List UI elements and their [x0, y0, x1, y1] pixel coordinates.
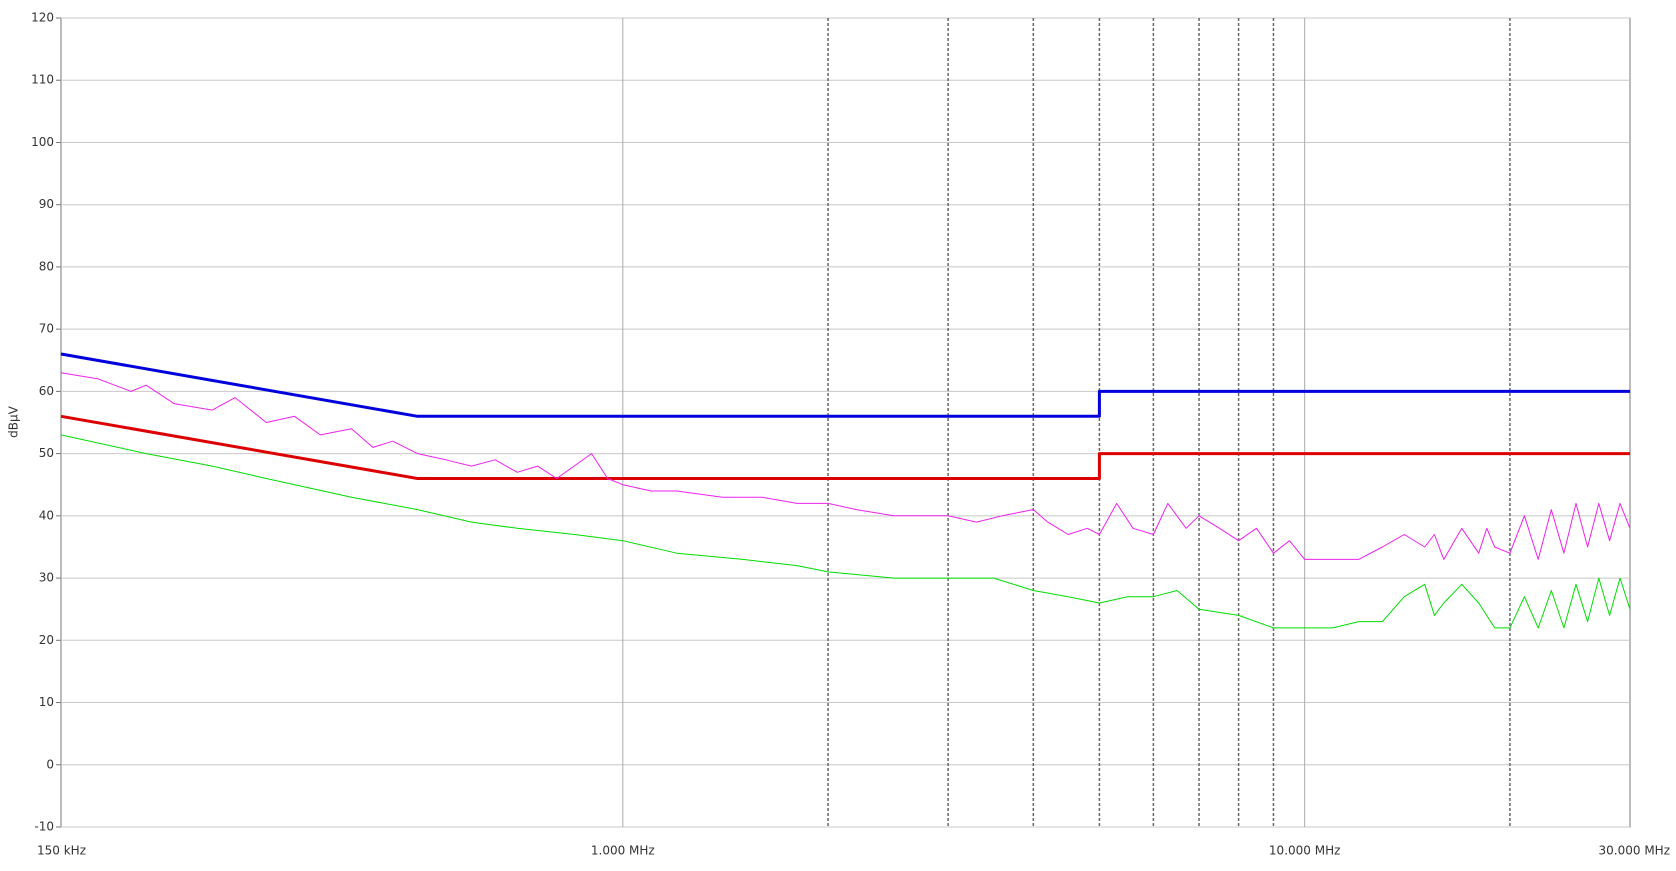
y-tick-label: 20 — [39, 633, 54, 647]
x-tick-label: 10.000 MHz — [1269, 844, 1340, 858]
series-line — [60, 352, 1630, 418]
x-tick-label: 30.000 MHz — [1599, 844, 1670, 858]
series-line — [60, 434, 1631, 629]
y-tick-label: 30 — [39, 571, 54, 585]
y-tick-label: 80 — [39, 259, 54, 273]
plot-frame — [60, 17, 1631, 828]
y-tick-label: 60 — [39, 384, 54, 398]
y-tick-label: 0 — [46, 757, 54, 771]
y-axis-label: dBµV — [7, 405, 21, 437]
series-line — [60, 414, 1630, 480]
y-tick-label: -10 — [34, 820, 54, 834]
y-tick-label: 100 — [31, 135, 54, 149]
y-tick-label: 90 — [39, 197, 54, 211]
x-tick-label: 150 kHz — [37, 844, 86, 858]
y-tick-label: 50 — [39, 446, 54, 460]
y-tick-label: 110 — [31, 73, 54, 87]
y-tick-label: 120 — [31, 11, 54, 25]
y-tick-label: 40 — [39, 508, 54, 522]
y-tick-label: 10 — [39, 695, 54, 709]
x-tick-label: 1.000 MHz — [591, 844, 655, 858]
series-line — [60, 372, 1631, 560]
y-tick-label: 70 — [39, 322, 54, 336]
